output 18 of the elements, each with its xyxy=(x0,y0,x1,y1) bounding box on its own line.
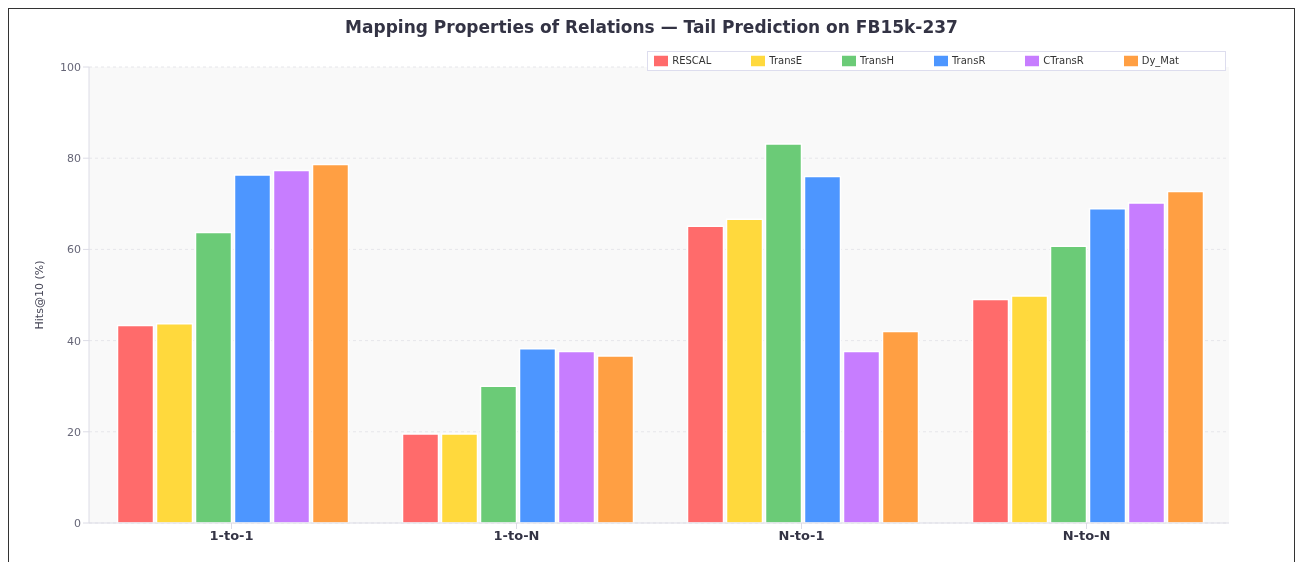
y-tick-label: 0 xyxy=(74,516,81,530)
x-tick-label: N-to-N xyxy=(1062,528,1111,544)
legend-label: Dy_Mat xyxy=(1141,55,1179,66)
legend-label: TransE xyxy=(769,55,803,66)
y-tick-label: 100 xyxy=(60,60,81,74)
x-tick-label: 1-to-1 xyxy=(209,528,254,544)
x-tick-label: N-to-1 xyxy=(778,528,825,544)
legend-label: TransR xyxy=(951,55,986,66)
y-axis-title: Hits@10 (%) xyxy=(32,260,46,330)
x-tick-label: 1-to-N xyxy=(493,528,540,544)
y-tick-label: 20 xyxy=(67,425,81,439)
y-tick-label: 80 xyxy=(67,152,81,166)
legend-label: CTransR xyxy=(1043,55,1084,66)
legend-label: RESCAL xyxy=(672,55,712,66)
y-tick-label: 40 xyxy=(67,334,81,348)
y-tick-label: 60 xyxy=(67,243,81,257)
legend-label: TransH xyxy=(860,55,894,66)
chart-title: Mapping Properties of Relations — Tail Prediction on FB15k-237 xyxy=(344,16,959,39)
